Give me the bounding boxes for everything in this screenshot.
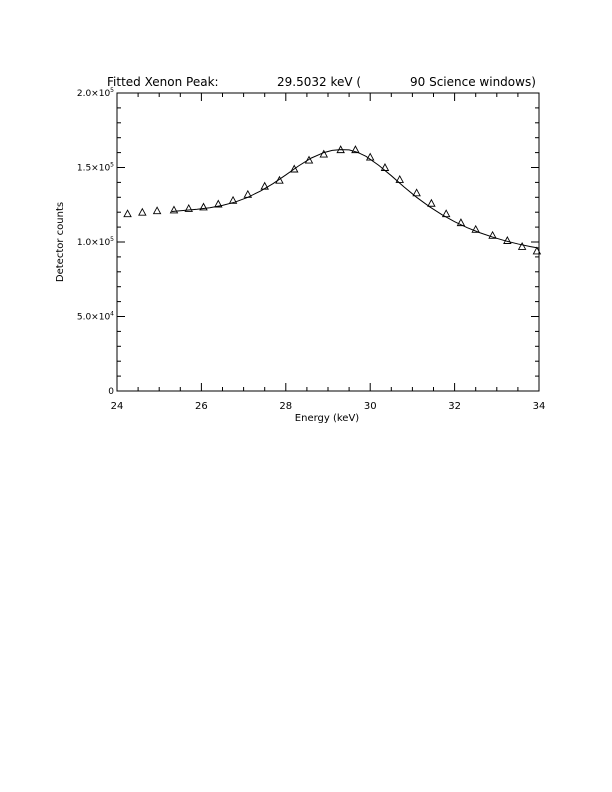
y-tick-labels: 0 5.0×104 1.0×105 1.5×105 2.0×105 (77, 87, 114, 397)
chart-title-label: Fitted Xenon Peak: (107, 75, 219, 89)
data-point (441, 209, 451, 218)
x-tick-label: 34 (533, 401, 546, 412)
x-tick-labels: 24 26 28 30 32 34 (111, 401, 546, 412)
data-point (471, 224, 480, 233)
fit-curve (171, 149, 540, 249)
data-point (152, 206, 162, 215)
data-point (228, 195, 238, 204)
data-point (517, 242, 527, 250)
data-point (184, 204, 193, 212)
data-point (289, 164, 299, 173)
plot-axes (116, 92, 540, 392)
data-point (395, 174, 404, 183)
data-point (169, 205, 179, 214)
fit-curve-group (171, 149, 540, 249)
data-point (199, 202, 208, 211)
y-tick-label: 0 (108, 387, 114, 397)
x-axis-label: Energy (keV) (295, 413, 360, 424)
data-point (503, 236, 512, 244)
data-point (351, 145, 360, 154)
chart-title-energy: 29.5032 keV ( (277, 75, 361, 89)
y-axis-label: Detector counts (55, 202, 66, 282)
chart-title-windows: 90 Science windows) (410, 75, 536, 89)
data-point (412, 188, 421, 197)
data-point (214, 199, 223, 208)
data-point (243, 189, 253, 198)
data-point (427, 198, 436, 207)
data-point (123, 209, 132, 218)
data-point (456, 218, 466, 227)
plot-frame (116, 92, 540, 392)
x-tick-label: 30 (364, 401, 377, 412)
data-points-group (123, 145, 542, 255)
data-point (365, 152, 375, 161)
data-point (319, 149, 329, 158)
x-tick-label: 24 (111, 401, 124, 412)
y-tick-label: 1.0×105 (77, 236, 114, 248)
data-point (532, 246, 542, 255)
x-tick-label: 26 (195, 401, 208, 412)
data-point (488, 230, 497, 239)
y-tick-label: 5.0×104 (77, 311, 114, 323)
data-point (260, 181, 269, 190)
data-point (380, 163, 390, 171)
data-point (304, 155, 314, 164)
x-tick-label: 28 (279, 401, 292, 412)
x-tick-label: 32 (448, 401, 461, 412)
data-point (138, 207, 147, 216)
data-point (336, 145, 345, 154)
data-point (275, 175, 284, 184)
y-tick-label: 2.0×105 (77, 87, 114, 99)
y-tick-label: 1.5×105 (77, 162, 114, 174)
